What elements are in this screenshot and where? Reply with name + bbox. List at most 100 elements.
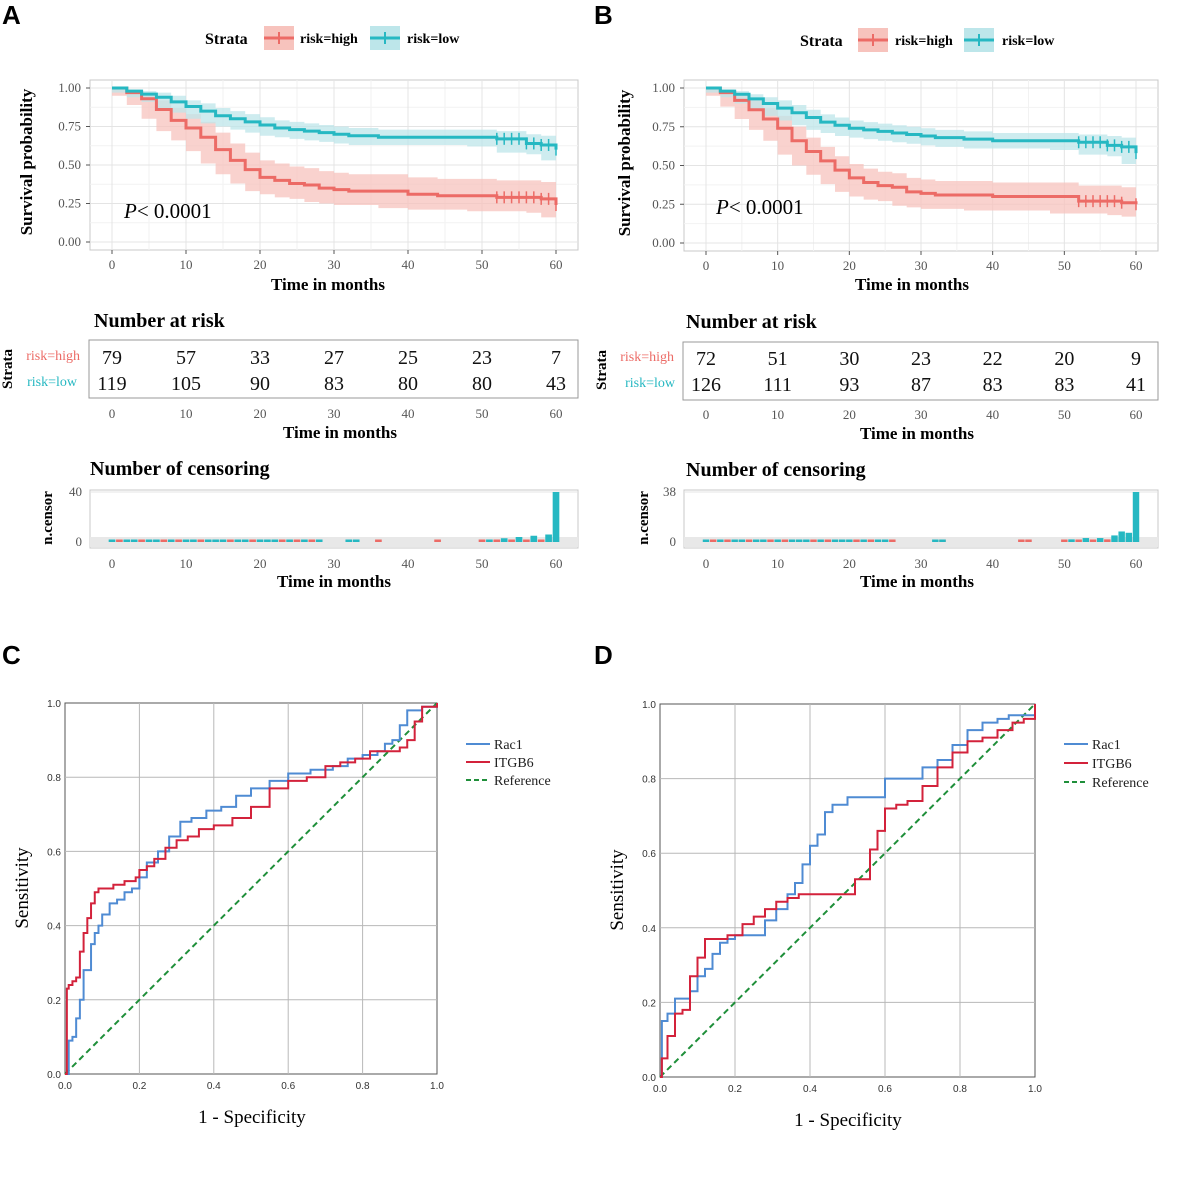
censor-bar-low-a bbox=[352, 539, 360, 542]
censor-ylabel-b: n.censor bbox=[636, 491, 652, 545]
censor-bar-low-a bbox=[219, 539, 227, 542]
risk-value-high-b: 23 bbox=[911, 348, 931, 370]
risk-x-tick-label-a: 40 bbox=[402, 406, 415, 421]
roc-y-tick-label-c: 0.6 bbox=[47, 847, 61, 858]
legend-label-high-a: risk=high bbox=[300, 32, 358, 47]
roc-ylabel-c: Sensitivity bbox=[12, 847, 33, 929]
censor-bar-low-b bbox=[1132, 492, 1140, 542]
censor-bar-high-b bbox=[1018, 539, 1025, 542]
panel-letter-c: C bbox=[2, 640, 21, 670]
roc-y-tick-label-d: 0.8 bbox=[642, 775, 656, 786]
censor-bar-high-b bbox=[1089, 539, 1097, 542]
x-tick-label-b: 60 bbox=[1130, 258, 1143, 273]
censor-x-tick-label-a: 30 bbox=[328, 556, 341, 571]
y-tick-label-b: 1.00 bbox=[652, 80, 675, 95]
roc-x-tick-label-c: 0.6 bbox=[281, 1081, 295, 1092]
censor-bar-low-b bbox=[788, 539, 796, 542]
risk-table-xticks-b: 0 10 20 30 40 50 60 bbox=[703, 407, 1143, 422]
censor-bar-low-a bbox=[123, 539, 131, 542]
censor-bar-low-a bbox=[241, 539, 249, 542]
risk-row-label-high-a: risk=high bbox=[26, 349, 80, 364]
risk-row-low-a: 119 105 90 83 80 80 43 bbox=[97, 373, 566, 395]
km-plot-area-a: 0 10 20 30 40 50 60 0.00 0.25 0.50 0.75 1.00 bbox=[58, 79, 579, 272]
y-tick-label-b: 0.75 bbox=[652, 119, 675, 134]
censor-bar-low-b bbox=[1118, 531, 1125, 542]
censor-bar-high-a bbox=[375, 539, 382, 542]
risk-table-frame-b bbox=[682, 341, 1159, 401]
roc-curve-itgb6-d bbox=[660, 704, 1036, 1078]
risk-value-low-b: 83 bbox=[983, 374, 1003, 396]
x-tick-label-a: 60 bbox=[550, 257, 563, 272]
panel-letter-a: A bbox=[2, 0, 21, 30]
roc-x-tick-label-c: 0.4 bbox=[207, 1081, 221, 1092]
roc-plot-d: 0.0 0.2 0.4 0.6 0.8 1.0 0.0 0.2 0.4 0.6 0.8 1.0 Sen… bbox=[607, 700, 1149, 1131]
censor-bar-low-a bbox=[108, 539, 116, 542]
censor-x-tick-label-b: 50 bbox=[1058, 556, 1071, 571]
censor-bar-low-b bbox=[1111, 535, 1118, 542]
roc-x-tick-label-d: 0.0 bbox=[653, 1084, 667, 1095]
risk-x-tick-label-b: 10 bbox=[771, 407, 784, 422]
censor-bar-high-a bbox=[478, 539, 486, 542]
x-tick-label-b: 0 bbox=[703, 258, 710, 273]
km-plot-area-b: 0 10 20 30 40 50 60 0.00 0.25 0.50 0.75 1.00 bbox=[652, 79, 1159, 273]
censor-bar-high-b bbox=[781, 539, 789, 542]
censor-bar-low-a bbox=[182, 539, 190, 542]
censor-bar-high-b bbox=[1061, 539, 1068, 542]
roc-y-tick-label-c: 0.0 bbox=[47, 1070, 61, 1081]
risk-value-low-a: 83 bbox=[324, 373, 344, 395]
censor-x-tick-label-b: 30 bbox=[915, 556, 928, 571]
risk-value-low-b: 111 bbox=[763, 374, 792, 396]
risk-value-high-b: 51 bbox=[768, 348, 788, 370]
risk-x-tick-label-a: 60 bbox=[550, 406, 563, 421]
risk-value-high-b: 72 bbox=[696, 348, 716, 370]
x-tick-label-a: 10 bbox=[180, 257, 193, 272]
censor-bar-high-a bbox=[508, 539, 515, 542]
censor-x-tick-label-b: 0 bbox=[703, 556, 710, 571]
risk-x-tick-label-a: 0 bbox=[109, 406, 116, 421]
censor-bar-low-b bbox=[738, 539, 746, 542]
censor-y-tick-label-b: 0 bbox=[670, 534, 677, 549]
survival-curve-low-b bbox=[706, 86, 1138, 154]
censor-bar-low-b bbox=[881, 539, 889, 542]
survival-curve-low-a bbox=[112, 86, 558, 150]
risk-x-tick-label-a: 30 bbox=[328, 406, 341, 421]
censor-plot-area-a: 0 40 0 10 20 30 40 50 60 bbox=[69, 484, 579, 571]
censor-bar-low-a bbox=[234, 539, 242, 542]
censor-bar-low-b bbox=[846, 539, 853, 542]
censor-x-tick-label-b: 10 bbox=[771, 556, 784, 571]
y-tick-label-b: 0.00 bbox=[652, 235, 675, 250]
censor-bar-low-a bbox=[315, 539, 323, 542]
x-axis-title-a: Time in months bbox=[271, 275, 385, 294]
x-tick-label-b: 40 bbox=[986, 258, 999, 273]
censor-bar-low-a bbox=[167, 539, 175, 542]
risk-x-tick-label-b: 20 bbox=[843, 407, 856, 422]
panel-letter-d: D bbox=[594, 640, 613, 670]
roc-reference-line-c bbox=[64, 702, 438, 1075]
roc-y-tick-label-d: 0.0 bbox=[642, 1073, 656, 1084]
legend-label-rac1-d: Rac1 bbox=[1092, 738, 1121, 753]
y-tick-label-a: 0.00 bbox=[58, 234, 81, 249]
p-value-a: P< 0.0001 bbox=[123, 199, 212, 223]
censor-bar-high-a bbox=[175, 539, 182, 542]
roc-xlabel-d: 1 - Specificity bbox=[794, 1110, 902, 1131]
ci-band-high-b bbox=[706, 88, 1136, 217]
risk-value-high-a: 79 bbox=[102, 347, 122, 369]
x-tick-label-a: 40 bbox=[402, 257, 415, 272]
risk-table-title-a: Number at risk bbox=[94, 310, 226, 332]
censor-bar-low-a bbox=[301, 539, 308, 542]
roc-reference-line-d bbox=[659, 703, 1036, 1078]
panel-letter-b: B bbox=[594, 0, 613, 30]
legend-label-low-a: risk=low bbox=[407, 32, 460, 47]
roc-y-tick-label-d: 0.6 bbox=[642, 849, 656, 860]
censor-bar-high-b bbox=[867, 539, 875, 542]
censor-bar-high-a bbox=[116, 539, 123, 542]
risk-value-low-a: 90 bbox=[250, 373, 270, 395]
y-axis-title-a: Survival probability bbox=[17, 88, 36, 235]
censor-bar-low-a bbox=[190, 539, 197, 542]
risk-table-xlabel-b: Time in months bbox=[860, 424, 974, 443]
roc-curve-itgb6-c bbox=[65, 703, 438, 1075]
roc-xlabel-c: 1 - Specificity bbox=[198, 1107, 306, 1128]
risk-value-high-b: 22 bbox=[983, 348, 1003, 370]
censor-bar-low-a bbox=[286, 539, 293, 542]
